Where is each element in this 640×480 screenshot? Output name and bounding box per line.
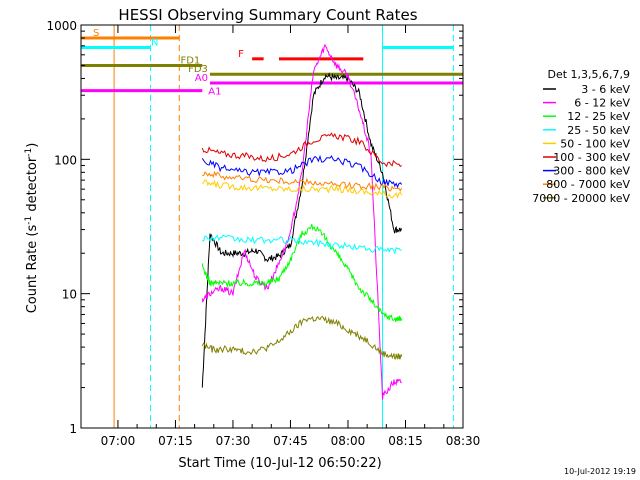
legend-label-3: 25 - 50 keV (567, 124, 630, 137)
x-tick-label-0: 07:00 (101, 434, 136, 448)
series-line-3 (202, 234, 402, 255)
series-line-4 (201, 179, 403, 199)
series-line-5 (201, 132, 402, 168)
y-tick-label-3: 1000 (46, 19, 77, 33)
flag-label-f: F (238, 49, 244, 60)
footer-timestamp: 10-Jul-2012 19:19 (564, 467, 636, 476)
legend-title: Det 1,3,5,6,7,9 (547, 68, 630, 81)
flag-label-a1: A1 (208, 87, 221, 98)
legend-label-7: 800 - 7000 keV (546, 178, 630, 191)
x-tick-label-1: 07:15 (158, 434, 193, 448)
series-line-7 (202, 170, 403, 192)
series-lines (201, 43, 403, 400)
legend-label-1: 6 - 12 keV (574, 97, 630, 110)
legend-label-0: 3 - 6 keV (581, 83, 630, 96)
vertical-markers (113, 25, 454, 428)
y-tick-label-0: 1 (69, 422, 77, 436)
x-tick-label-5: 08:15 (388, 434, 423, 448)
y-tick-label-2: 100 (54, 153, 77, 167)
plot-frame (80, 24, 464, 429)
series-line-0 (201, 72, 403, 388)
legend-label-8: 7000 - 20000 keV (532, 192, 630, 205)
x-tick-label-2: 07:30 (216, 434, 251, 448)
series-line-2 (201, 223, 403, 323)
flag-label-fd3: FD3 (188, 64, 208, 75)
flag-label-n: N (151, 37, 158, 48)
legend-label-6: 300 - 800 keV (553, 165, 630, 178)
series-line-6 (201, 154, 403, 189)
legend-label-5: 100 - 300 keV (553, 151, 630, 164)
chart-title: HESSI Observing Summary Count Rates (118, 6, 417, 24)
x-tick-label-6: 08:30 (446, 434, 481, 448)
legend-label-4: 50 - 100 keV (560, 137, 630, 150)
x-tick-label-4: 08:00 (331, 434, 366, 448)
x-axis-label: Start Time (10-Jul-12 06:50:22) (178, 456, 381, 471)
flag-label-a0: A0 (195, 73, 208, 84)
x-axis-ticks: 07:00 07:15 07:30 07:45 08:00 08:15 08:30 (101, 25, 481, 448)
legend-label-2: 12 - 25 keV (567, 110, 630, 123)
flag-label-fd1: FD1 (180, 55, 200, 66)
y-axis-ticks: 1 10 100 1000 (46, 19, 463, 436)
flag-label-s: S (93, 28, 99, 39)
y-axis-label: Count Rate (s-1 detector-1) (24, 143, 40, 314)
y-tick-label-1: 10 (62, 288, 77, 302)
series-line-1 (201, 43, 403, 400)
x-tick-label-3: 07:45 (273, 434, 308, 448)
series-line-8 (201, 315, 403, 361)
